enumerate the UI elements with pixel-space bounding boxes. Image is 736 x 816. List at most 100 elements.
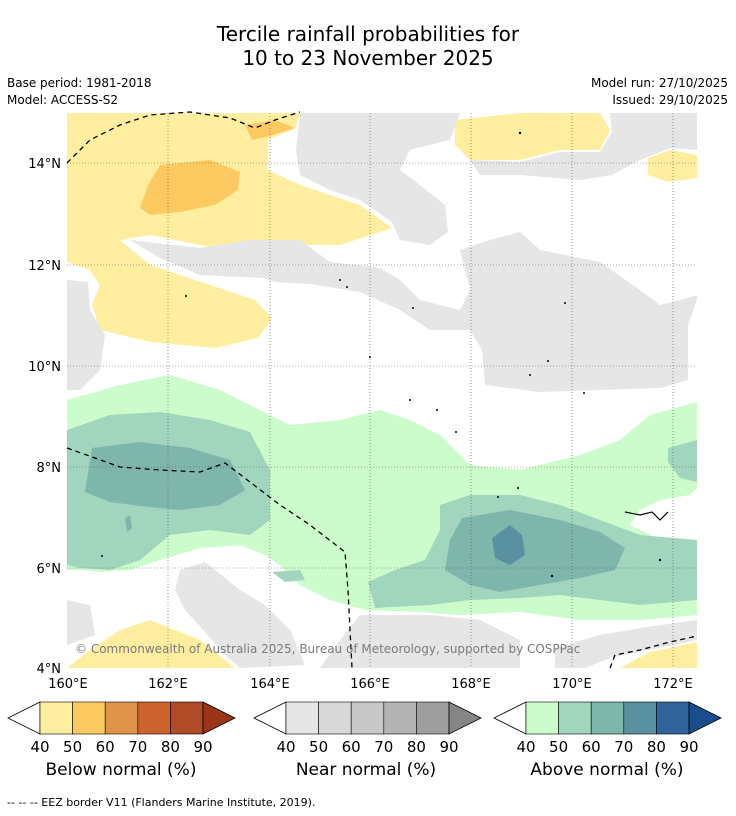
above-normal-colorbar-tick: 70	[614, 738, 633, 756]
below-normal-label: Below normal (%)	[45, 760, 197, 780]
below-normal-colorbar-tick: 70	[128, 738, 147, 756]
below-normal-region-east	[648, 150, 697, 182]
below-normal-colorbar-tick: 60	[96, 738, 115, 756]
eez-border-southeast	[609, 635, 698, 669]
near-normal-region-southeast	[555, 620, 697, 668]
island-13	[455, 431, 457, 433]
islands	[101, 131, 662, 578]
above-normal-colorbar-tick: 90	[679, 738, 698, 756]
lat-label-12n: 12°N	[28, 259, 61, 274]
below-normal-colorbar-segment	[170, 701, 204, 735]
below-normal-colorbar-segment	[72, 701, 106, 735]
lon-label-170e: 170°E	[552, 677, 592, 692]
island-11	[436, 409, 438, 411]
island-12	[583, 392, 585, 394]
meta-right: Model run: 27/10/2025 Issued: 29/10/2025	[591, 75, 728, 109]
near-normal-colorbar-tick: 90	[439, 738, 458, 756]
island-6	[185, 295, 187, 297]
near-normal-colorbar-segment	[383, 701, 417, 735]
near-normal-region-central	[130, 232, 697, 392]
eez-borders	[66, 111, 698, 669]
model-name: Model: ACCESS-S2	[7, 93, 119, 107]
near-normal-colorbar-segment	[318, 701, 352, 735]
axis-labels: 14°N 12°N 10°N 8°N 6°N 4°N 160°E 162°E 1…	[28, 157, 693, 692]
island-4	[412, 307, 414, 309]
above-normal-colorbar-tick: 40	[516, 738, 535, 756]
above-normal-label: Above normal (%)	[530, 760, 684, 780]
map-gridlines	[67, 113, 697, 668]
below-normal-colorbar-low-arrow	[7, 701, 41, 735]
island-16	[550, 574, 554, 578]
lon-label-172e: 172°E	[653, 677, 693, 692]
island-7	[369, 356, 371, 358]
below-normal-region-northeast	[455, 113, 610, 160]
map-title: Tercile rainfall probabilities for 10 to…	[0, 22, 736, 70]
island-3	[346, 286, 348, 288]
meta-left: Base period: 1981-2018 Model: ACCESS-S2	[7, 75, 152, 109]
lon-label-162e: 162°E	[148, 677, 188, 692]
below-normal-region-north	[67, 113, 392, 348]
lat-label-4n: 4°N	[37, 662, 62, 677]
eez-border-central	[66, 447, 353, 669]
near-normal-region-southwest	[175, 562, 305, 668]
below-normal-colorbar-tick: 40	[30, 738, 49, 756]
island-1	[518, 131, 522, 135]
title-line-1: Tercile rainfall probabilities for	[216, 22, 520, 46]
island-18	[101, 555, 103, 557]
near-normal-colorbar-segment	[416, 701, 450, 735]
above-normal-peak	[492, 525, 525, 565]
near-normal-region-north	[296, 113, 460, 245]
island-9	[529, 374, 531, 376]
near-normal-colorbar-low-arrow	[253, 701, 287, 735]
below-normal-colorbar-tick: 50	[63, 738, 82, 756]
above-normal-core-east	[445, 510, 625, 592]
model-run: Model run: 27/10/2025	[590, 76, 728, 90]
near-normal-colorbar-high-arrow	[448, 701, 482, 735]
near-normal-region-south	[320, 615, 520, 668]
above-normal-colorbar-segment	[525, 701, 559, 735]
island-2	[339, 279, 341, 281]
lon-label-166e: 166°E	[350, 677, 390, 692]
lat-label-6n: 6°N	[37, 562, 62, 577]
island-17	[658, 558, 662, 562]
near-normal-colorbar-tick: 80	[407, 738, 426, 756]
eez-footnote: -- -- -- EEZ border V11 (Flanders Marine…	[7, 796, 316, 809]
above-normal-colorbar-segment	[623, 701, 657, 735]
island-5	[564, 302, 566, 304]
above-normal-colorbar-segment	[558, 701, 592, 735]
title-line-2: 10 to 23 November 2025	[242, 46, 494, 70]
island-10	[409, 399, 411, 401]
lon-label-164e: 164°E	[250, 677, 290, 692]
below-normal-region-southeast	[620, 642, 697, 668]
near-normal-region-southwest-edge	[67, 600, 95, 645]
near-normal-colorbar-tick: 40	[276, 738, 295, 756]
above-normal-colorbar-low-arrow	[493, 701, 527, 735]
island-8	[547, 360, 549, 362]
below-normal-colorbar-segment	[137, 701, 171, 735]
above-normal-colorbar-tick: 80	[647, 738, 666, 756]
island-14	[497, 496, 499, 498]
above-normal-colorbar-tick: 60	[582, 738, 601, 756]
eez-border-north	[66, 111, 301, 164]
lat-label-8n: 8°N	[37, 461, 62, 476]
above-normal-core-west	[85, 442, 245, 510]
lon-label-168e: 168°E	[451, 677, 491, 692]
island-chain-east	[624, 511, 669, 521]
above-normal-spot-small	[125, 515, 132, 532]
colorbars: 40 50 60 70 80 90 40 50 60 70 80 90 40 50 60 70 80 90	[7, 701, 722, 756]
above-normal-spot-sw	[272, 570, 305, 582]
below-normal-core	[140, 160, 240, 215]
below-normal-colorbar-tick: 80	[161, 738, 180, 756]
copyright-text: © Commonwealth of Australia 2025, Bureau…	[75, 642, 580, 656]
issued-date: Issued: 29/10/2025	[612, 93, 728, 107]
map-panel: © Commonwealth of Australia 2025, Bureau…	[28, 111, 698, 692]
base-period: Base period: 1981-2018	[7, 76, 152, 90]
below-normal-colorbar-tick: 90	[193, 738, 212, 756]
lon-label-160e: 160°E	[48, 677, 88, 692]
near-normal-colorbar-segment	[350, 701, 385, 735]
near-normal-colorbar-tick: 70	[374, 738, 393, 756]
below-normal-colorbar-segment	[39, 701, 73, 735]
lat-label-10n: 10°N	[28, 360, 61, 375]
above-normal-colorbar-tick: 50	[549, 738, 568, 756]
